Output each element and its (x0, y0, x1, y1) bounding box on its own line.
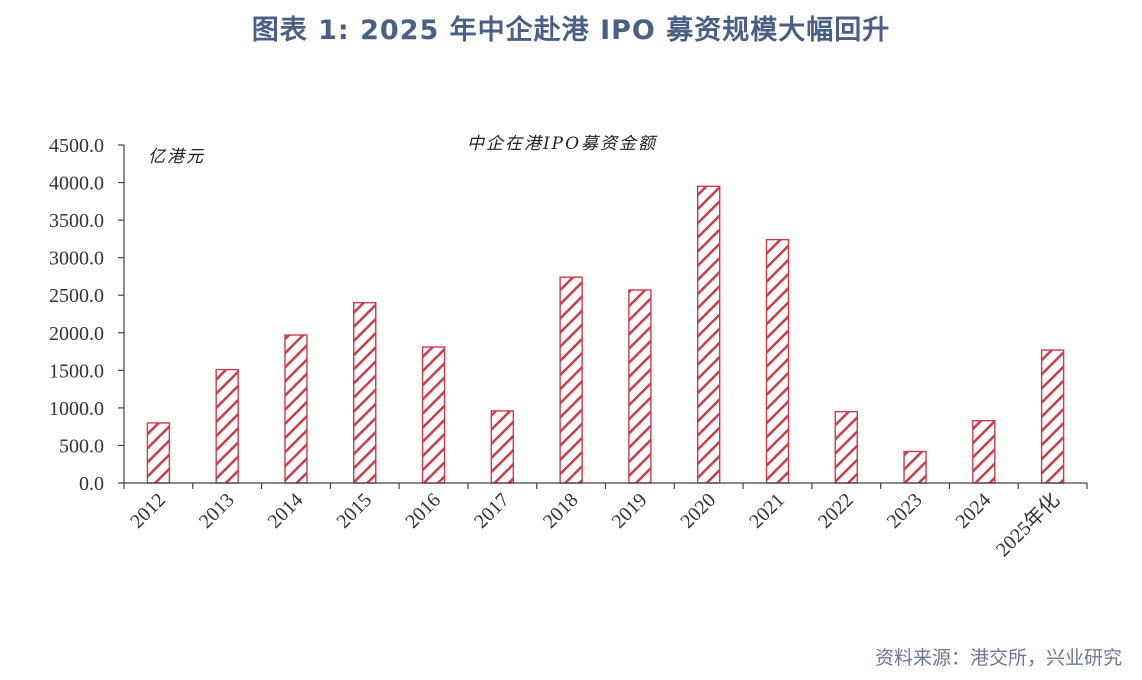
x-tick-label: 2022 (814, 489, 858, 533)
figure-source: 资料来源：港交所，兴业研究 (874, 647, 1122, 669)
x-tick-label: 2016 (401, 489, 445, 533)
chart-title: 中企在港IPO募资金额 (467, 134, 658, 154)
x-tick-label: 2025年化 (991, 488, 1064, 561)
x-tick-label: 2024 (952, 489, 996, 533)
y-tick-label: 2000.0 (49, 323, 104, 345)
y-tick-label: 0.0 (79, 473, 104, 495)
x-tick-label: 2012 (126, 489, 170, 533)
y-unit-label: 亿港元 (148, 147, 205, 167)
x-tick-label: 2019 (608, 489, 652, 533)
x-tick-label: 2014 (264, 489, 308, 533)
bar-2017 (490, 410, 515, 484)
y-tick-label: 3000.0 (49, 248, 104, 270)
bar-2013 (215, 368, 239, 484)
x-tick-label: 2015 (332, 489, 376, 533)
x-tick-label: 2017 (470, 489, 514, 533)
x-tick-label: 2023 (883, 489, 927, 533)
bar-2025年化 (1040, 349, 1065, 484)
bar-2015 (353, 302, 377, 484)
y-tick-label: 2500.0 (49, 285, 104, 307)
bar-2012 (146, 422, 171, 484)
y-tick-label: 3500.0 (49, 210, 104, 232)
y-tick-label: 4500.0 (49, 135, 104, 157)
bar-2016 (421, 346, 446, 484)
bar-2014 (284, 334, 308, 484)
x-tick-label: 2013 (195, 489, 239, 533)
y-tick-label: 4000.0 (49, 173, 104, 195)
bar-2019 (628, 289, 652, 484)
bar-2020 (696, 185, 721, 484)
figure-title: 图表 1: 2025 年中企赴港 IPO 募资规模大幅回升 (251, 15, 891, 46)
x-tick-label: 2018 (539, 489, 583, 533)
y-tick-label: 1500.0 (49, 360, 104, 382)
bar-2021 (765, 238, 790, 484)
y-tick-label: 1000.0 (49, 398, 104, 420)
y-tick-label: 500.0 (59, 435, 104, 457)
bar-2022 (834, 410, 858, 484)
bar-2023 (903, 450, 927, 484)
bar-2024 (972, 419, 996, 484)
bar-2018 (559, 276, 583, 484)
x-tick-label: 2020 (676, 489, 720, 533)
x-tick-label: 2021 (745, 489, 789, 533)
